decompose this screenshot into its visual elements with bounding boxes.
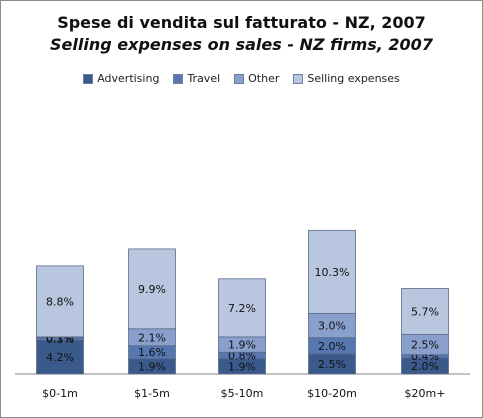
legend-item-travel: Travel (173, 72, 220, 85)
data-label-other--5-10m: 1.9% (228, 339, 256, 352)
legend-swatch-travel (173, 73, 184, 84)
bar-other--10-20m (308, 313, 356, 339)
data-label-travel--1-5m: 1.6% (138, 346, 166, 359)
legend-swatch-advertising (83, 73, 94, 84)
data-label-other--10-20m: 3.0% (318, 320, 346, 333)
chart-title: Spese di vendita sul fatturato - NZ, 200… (57, 13, 426, 32)
data-label-advertising--1-5m: 1.9% (138, 360, 166, 373)
bar-selling-expenses--5-10m (218, 278, 266, 338)
data-label-advertising--20m-: 2.0% (411, 360, 439, 373)
legend-item-other: Other (234, 72, 279, 85)
legend-item-advertising: Advertising (83, 72, 159, 85)
bar-advertising--0-1m (36, 339, 84, 375)
x-tick-label--0-1m: $0-1m (42, 387, 78, 400)
legend: Advertising Travel Other Selling expense… (1, 72, 482, 85)
legend-label-selling-expenses: Selling expenses (307, 72, 400, 85)
data-label-selling-expenses--20m-: 5.7% (411, 305, 439, 318)
x-tick-label--10-20m: $10-20m (307, 387, 357, 400)
data-label-selling-expenses--10-20m: 10.3% (315, 266, 350, 279)
legend-swatch-other (234, 73, 245, 84)
legend-item-selling-expenses: Selling expenses (293, 72, 400, 85)
legend-label-other: Other (248, 72, 280, 85)
bar-selling-expenses--10-20m (308, 229, 356, 314)
data-label-advertising--10-20m: 2.5% (318, 358, 346, 371)
data-label-selling-expenses--0-1m: 8.8% (46, 295, 74, 308)
data-label-other--1-5m: 2.1% (138, 331, 166, 344)
bar-selling-expenses--0-1m (36, 265, 84, 338)
data-label-selling-expenses--5-10m: 7.2% (228, 302, 256, 315)
legend-label-advertising: Advertising (97, 72, 160, 85)
legend-swatch-selling-expenses (293, 73, 304, 84)
bar-selling-expenses--1-5m (128, 248, 176, 330)
data-label-selling-expenses--1-5m: 9.9% (138, 283, 166, 296)
legend-label-travel: Travel (187, 72, 221, 85)
x-tick-label--5-10m: $5-10m (221, 387, 264, 400)
bar-selling-expenses--20m- (401, 288, 449, 335)
data-label-other--20m-: 2.5% (411, 339, 439, 352)
x-tick-label--1-5m: $1-5m (134, 387, 170, 400)
chart-subtitle: Selling expenses on sales - NZ firms, 20… (50, 35, 433, 54)
data-label-travel--10-20m: 2.0% (318, 340, 346, 353)
data-label-advertising--5-10m: 1.9% (228, 360, 256, 373)
data-label-advertising--0-1m: 4.2% (46, 351, 74, 364)
data-label-travel--5-10m: 0.8% (228, 349, 256, 362)
x-tick-label--20m-: $20m+ (405, 387, 446, 400)
